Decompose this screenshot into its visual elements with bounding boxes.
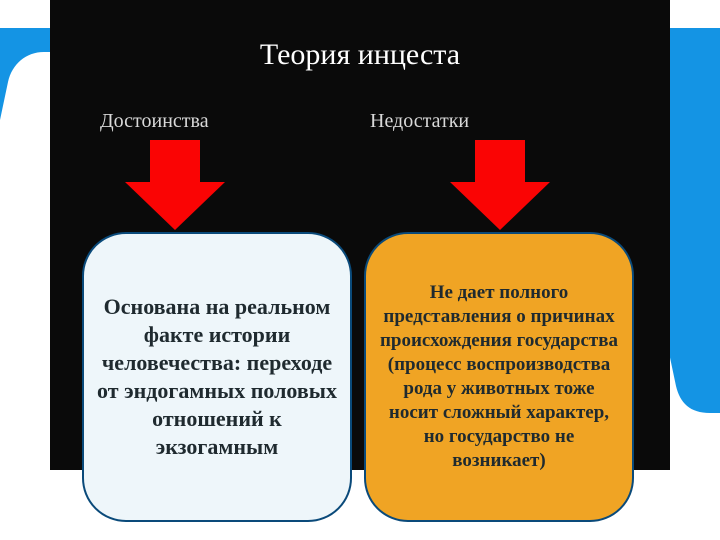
right-arrow [450,140,550,230]
advantages-box: Основана на реальном факте истории челов… [82,232,352,522]
disadvantages-box: Не дает полного представления о причинах… [364,232,634,522]
disadvantages-text: Не дает полного представления о причинах… [377,281,622,473]
left-header: Достоинства [100,110,209,133]
advantages-text: Основана на реальном факте истории челов… [95,293,340,461]
left-arrow [125,140,225,230]
slide-title: Теория инцеста [50,38,670,72]
right-header: Недостатки [370,110,469,133]
